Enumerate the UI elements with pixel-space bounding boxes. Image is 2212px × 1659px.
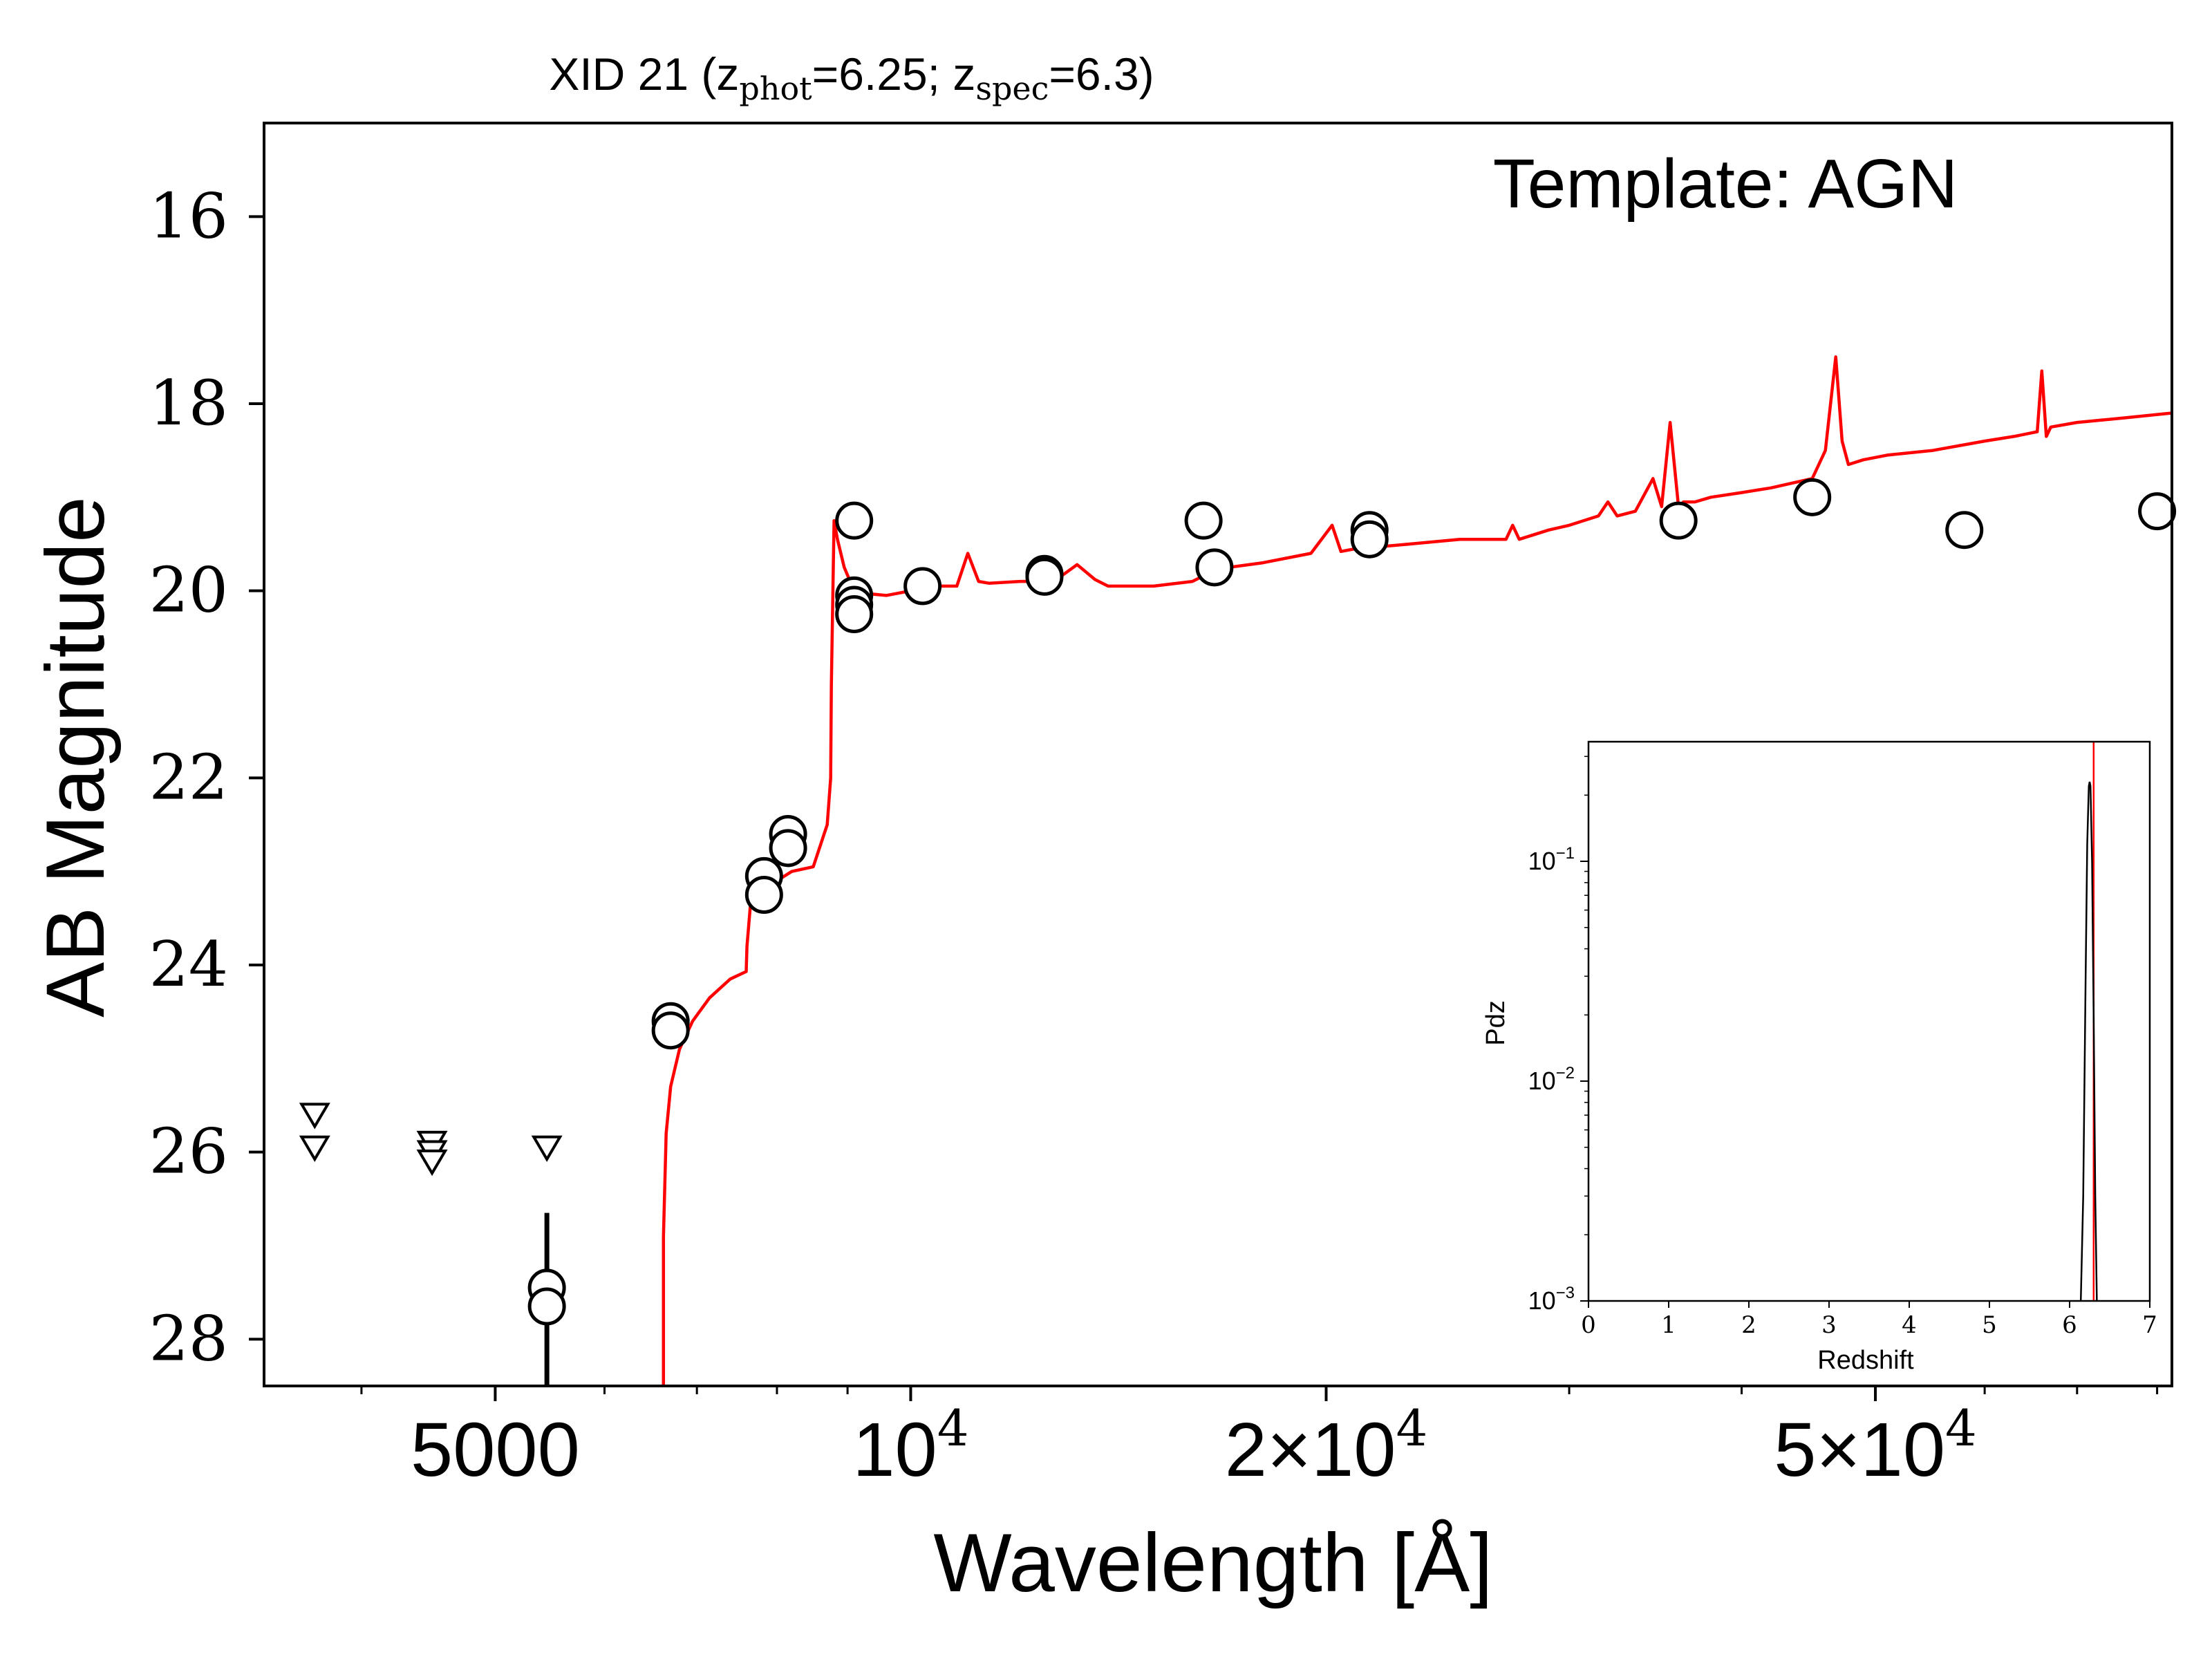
main-plot-frame [263, 122, 2173, 1387]
detection-point [1195, 548, 1234, 587]
inset-x-tick-label: 0 [1581, 1311, 1596, 1339]
x-tick-label-base: 5×10 [1774, 1407, 1945, 1492]
detection-point [1659, 501, 1698, 540]
detection-point [527, 1287, 566, 1326]
inset-y-tick-label: 10−3 [1528, 1284, 1575, 1315]
detection-point [651, 1011, 690, 1050]
y-tick-label: 24 [149, 928, 228, 1001]
inset-plot-frame [1587, 740, 2151, 1302]
x-tick-label-exponent: 4 [937, 1399, 969, 1457]
inset-pdz-curve [2079, 742, 2098, 1302]
y-tick-label: 28 [149, 1302, 228, 1375]
y-axis-label: AB Magnitude [29, 496, 122, 1018]
chart-title-end: =6.3) [1049, 48, 1154, 100]
detection-point [744, 876, 783, 914]
x-tick-label-exponent: 4 [1396, 1399, 1427, 1457]
main-x-axis: 5000 104 2×104 5×104 [360, 1386, 2159, 1492]
detection-point [1025, 557, 1064, 596]
inset-x-axis-label: Redshift [1817, 1346, 1914, 1375]
inset-y-tick-label: 10−2 [1528, 1064, 1575, 1095]
inset-x-tick-label: 5 [1982, 1311, 1997, 1339]
x-tick-label-base: 5000 [411, 1407, 580, 1492]
x-tick-label: 5000 [411, 1407, 580, 1492]
pdz-line [2079, 781, 2098, 1302]
chart-title-main: XID 21 (z [549, 48, 739, 100]
chart-title-sub-spec: spec [975, 70, 1049, 107]
y-tick-label: 22 [149, 741, 228, 814]
main-detections [527, 478, 2177, 1386]
detection-point [903, 567, 942, 606]
detection-point [1184, 501, 1223, 540]
inset-x-axis: 0 1 2 3 4 5 6 7 [1581, 1301, 2157, 1339]
inset-y-tick-label-exponent: −1 [1556, 844, 1575, 863]
inset-y-tick-label-exponent: −2 [1556, 1064, 1575, 1082]
inset-x-tick-label: 4 [1902, 1311, 1917, 1339]
upper-limit-marker [531, 1135, 563, 1162]
main-y-axis: 16 18 20 22 24 26 28 [149, 180, 264, 1375]
inset-y-axis-label: Pdz [1481, 1000, 1510, 1045]
chart-title-mid: =6.25; z [812, 48, 976, 100]
y-tick-label: 26 [149, 1116, 228, 1188]
detection-point [1350, 520, 1389, 559]
x-tick-label-base: 10 [852, 1407, 937, 1492]
main-upper-limits [299, 1103, 563, 1177]
inset-x-tick-label: 1 [1661, 1311, 1676, 1339]
detection-point [1793, 478, 1832, 516]
x-tick-label: 2×104 [1225, 1399, 1428, 1492]
detection-point [769, 829, 807, 868]
y-tick-label: 18 [149, 367, 228, 440]
template-annotation: Template: AGN [1493, 145, 1958, 223]
upper-limit-marker [299, 1103, 330, 1130]
inset-background [1471, 735, 2171, 1384]
inset-x-tick-label: 3 [1821, 1311, 1837, 1339]
inset-y-tick-label-base: 10 [1528, 1286, 1556, 1315]
chart-title: XID 21 (zphot=6.25; zspec=6.3) [549, 48, 1154, 107]
inset-x-tick-label: 2 [1741, 1311, 1756, 1339]
chart-title-sub-phot: phot [739, 70, 812, 107]
inset-y-tick-label: 10−1 [1528, 844, 1575, 875]
inset-y-axis: 10−110−210−3 [1528, 756, 1588, 1315]
inset-x-tick-label: 6 [2062, 1311, 2077, 1339]
detection-point [1945, 511, 1984, 550]
x-axis-label: Wavelength [Å] [933, 1517, 1492, 1609]
upper-limit-marker [416, 1150, 448, 1177]
detection-point [2138, 492, 2177, 531]
inset-y-tick-label-exponent: −3 [1556, 1284, 1575, 1302]
inset-y-tick-label-base: 10 [1528, 847, 1556, 875]
inset-y-tick-label-base: 10 [1528, 1067, 1556, 1095]
x-tick-label-base: 2×10 [1225, 1407, 1396, 1492]
sed-template-line [662, 355, 2172, 1386]
x-tick-label-exponent: 4 [1945, 1399, 1977, 1457]
detection-point [835, 501, 874, 540]
main-sed-template [662, 355, 2172, 1386]
y-tick-label: 16 [149, 180, 228, 252]
x-tick-label: 104 [852, 1399, 968, 1492]
upper-limit-marker [299, 1135, 330, 1162]
inset-x-tick-label: 7 [2142, 1311, 2157, 1339]
x-tick-label: 5×104 [1774, 1399, 1977, 1492]
detection-point [835, 595, 874, 633]
y-tick-label: 20 [149, 554, 228, 627]
